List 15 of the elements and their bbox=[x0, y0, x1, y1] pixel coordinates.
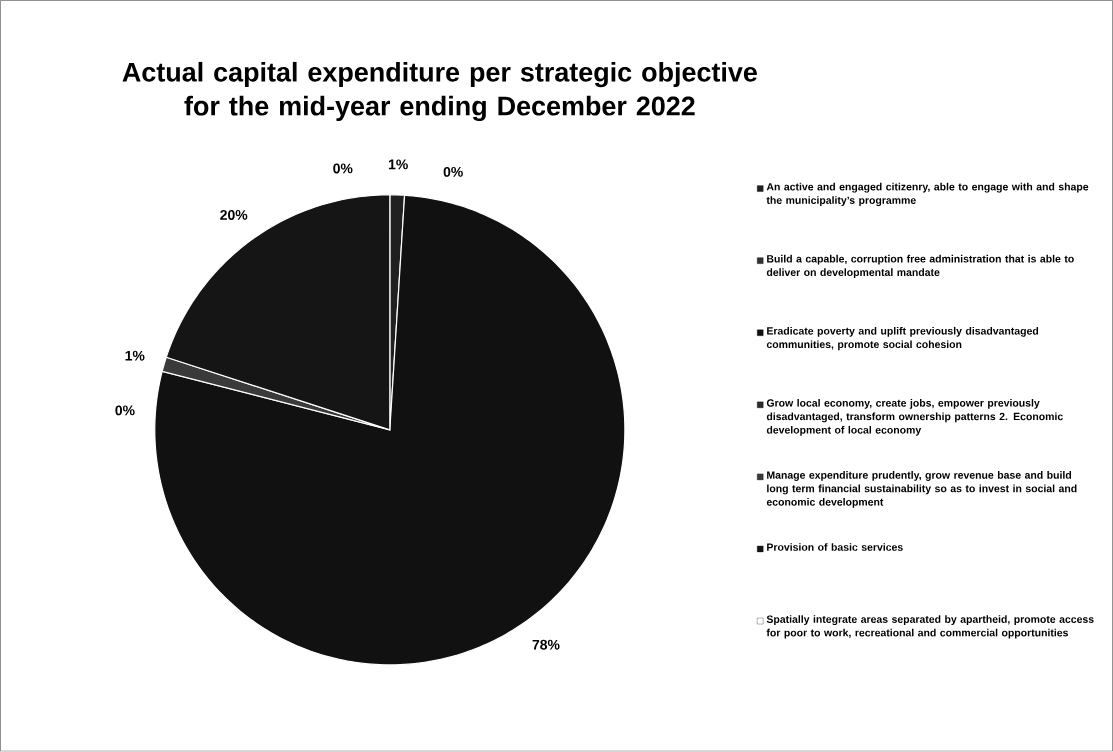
text: 0% bbox=[443, 167, 463, 178]
text: 0% bbox=[115, 405, 135, 416]
legend-label: Manage expenditure prudently, grow revenue base and build long term financial sustainability so as to invest in social and economic development bbox=[766, 471, 1077, 508]
legend-label: Spatially integrate areas separated by apartheid, promote access for poor to work, recreational and commercial opportunities bbox=[766, 615, 1094, 639]
legend-label: Eradicate poverty and uplift previously disadvantaged communities, promote social cohesion bbox=[766, 327, 1039, 351]
legend-label: An active and engaged citizenry, able to engage with and shape the municipality’s programme bbox=[766, 182, 1089, 207]
text: 0% bbox=[333, 163, 353, 174]
legend-label: Provision of basic services bbox=[767, 543, 903, 552]
data-label: 1% bbox=[388, 159, 408, 170]
data-label: 1% bbox=[125, 351, 145, 361]
chart-title: Actual capital expenditure per strategic objective for the mid-year ending December 2022 bbox=[122, 62, 757, 122]
legend-label: Grow local economy, create jobs, empower previously disadvantaged, transform ownership patterns 2. Economic development of local economy bbox=[766, 399, 1063, 436]
legend-label: Build a capable, corruption free administration that is able to deliver on developmental mandate bbox=[766, 255, 1074, 279]
data-label: 78% bbox=[532, 639, 560, 650]
data-label: 20% bbox=[220, 210, 248, 221]
